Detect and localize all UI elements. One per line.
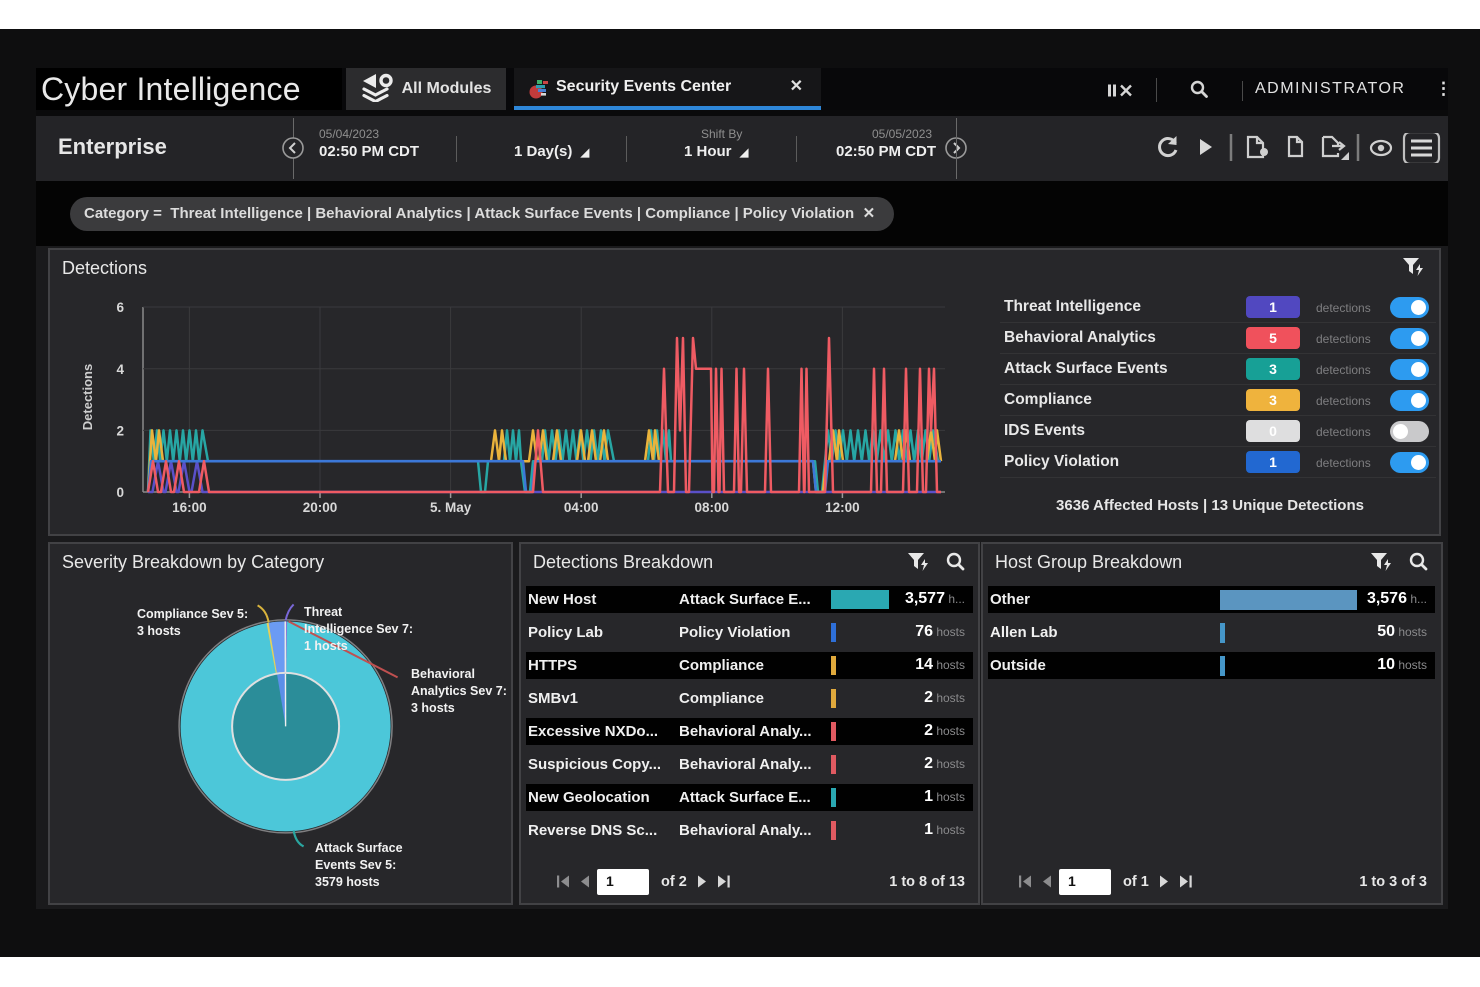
svg-text:Compliance Sev 5:: Compliance Sev 5: [137, 607, 248, 621]
svg-text:0: 0 [116, 485, 124, 500]
svg-text:Detections: Detections [80, 364, 95, 430]
svg-text:6: 6 [116, 300, 124, 315]
svg-text:12:00: 12:00 [825, 500, 860, 515]
svg-text:04:00: 04:00 [564, 500, 599, 515]
svg-text:08:00: 08:00 [695, 500, 730, 515]
svg-text:Intelligence Sev 7:: Intelligence Sev 7: [304, 622, 413, 636]
svg-text:Events Sev 5:: Events Sev 5: [315, 858, 396, 872]
svg-text:20:00: 20:00 [303, 500, 338, 515]
svg-text:5. May: 5. May [430, 500, 472, 515]
svg-text:3 hosts: 3 hosts [411, 701, 455, 715]
svg-text:Attack Surface: Attack Surface [315, 841, 403, 855]
svg-text:Analytics Sev 7:: Analytics Sev 7: [411, 684, 507, 698]
svg-text:3579 hosts: 3579 hosts [315, 875, 380, 889]
svg-text:2: 2 [116, 423, 124, 438]
svg-text:1 hosts: 1 hosts [304, 639, 348, 653]
svg-text:Threat: Threat [304, 605, 343, 619]
svg-text:3 hosts: 3 hosts [137, 624, 181, 638]
svg-text:16:00: 16:00 [172, 500, 207, 515]
svg-text:4: 4 [116, 362, 124, 377]
svg-text:Behavioral: Behavioral [411, 667, 475, 681]
